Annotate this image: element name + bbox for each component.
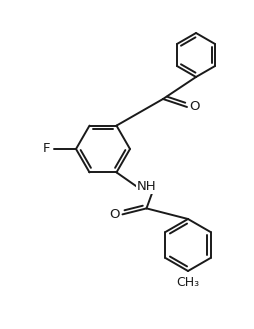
Text: O: O [190,100,200,114]
Text: CH₃: CH₃ [177,276,200,290]
Text: NH: NH [137,180,156,193]
Text: F: F [43,142,51,156]
Text: O: O [109,208,120,221]
